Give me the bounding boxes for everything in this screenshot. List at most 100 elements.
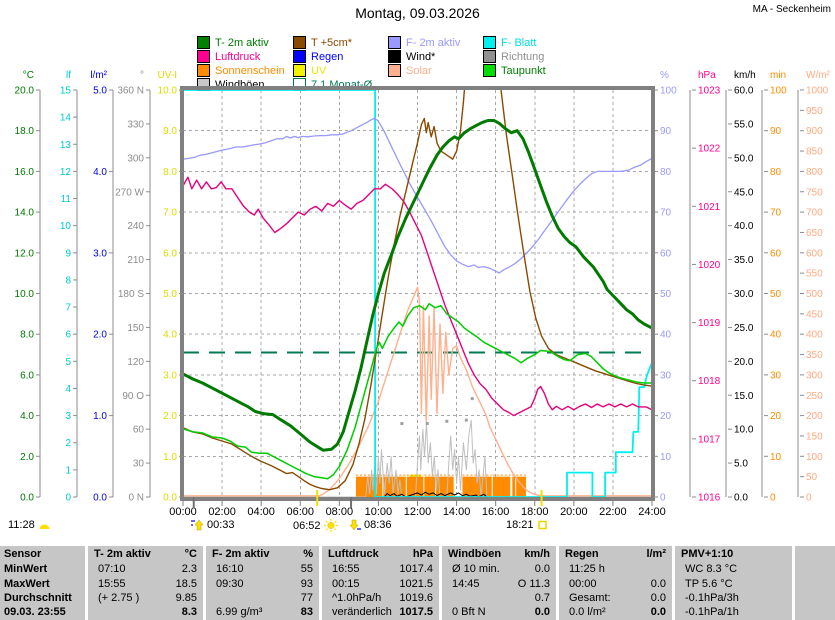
sunshine-bar [436,476,454,497]
svg-text:50: 50 [660,289,672,300]
legend-label: F- Blatt [501,36,537,49]
table-cell-value: 2.3 [181,563,197,575]
table-cell-info: 16:10 [216,563,244,575]
svg-text:10: 10 [770,452,782,463]
svg-text:0: 0 [806,493,812,504]
time-axis: 00:00 02:00 04:00 06:00 08:00 10:00 12:00 14:00… [169,490,666,518]
svg-text:7.0: 7.0 [163,208,177,219]
svg-text:°C: °C [23,70,34,81]
axis-: 0 10 20 30 40 50 60 70 80 90 100% [654,70,677,504]
svg-text:km/h: km/h [734,70,756,81]
table-cell-value: 0.0 [534,606,550,618]
sunset-icon [537,520,547,530]
svg-text:80: 80 [770,167,782,178]
sunshine-bar [516,476,526,497]
series-solar [182,286,653,497]
svg-text:0.0: 0.0 [163,493,177,504]
svg-text:16.0: 16.0 [15,167,35,178]
moonrise-icon [191,519,204,531]
svg-text:9: 9 [65,248,71,259]
table-cell-info: Ø 10 min. [452,563,500,575]
svg-text:30: 30 [770,370,782,381]
svg-text:1022: 1022 [698,144,721,155]
moonrise-time: 00:33 [191,519,235,531]
svg-text:90: 90 [770,126,782,137]
sunshine-bar [492,476,511,497]
table-group-luftdruck: Luftdruck hPa 16:55 1017.4 00:15 1021.5 ^1.0hP… [322,546,439,620]
legend-label: Luftdruck [215,50,261,63]
legend-item-f-blatt: F- Blatt [483,36,536,49]
svg-text:14.0: 14.0 [15,208,35,219]
svg-text:60: 60 [770,248,782,259]
direction-dot [470,397,474,401]
sunshine-bar [424,476,436,497]
svg-text:5: 5 [65,357,71,368]
sunrise-time: 06:52 [293,519,338,532]
table-group-name: Windböen [448,548,502,560]
axis-hPa: 1016 1017 1018 1019 1020 1021 1022 1023 hPa [689,70,721,504]
sunshine-bar [512,476,516,497]
series-taupunkt [182,302,653,480]
svg-text:800: 800 [806,167,823,178]
svg-text:80: 80 [660,167,672,178]
table-cell-value: 0.0 [534,563,550,575]
sun-icon [323,519,338,532]
table-cell-value: 1017.5 [399,606,433,618]
table-cell-value: 0.0 [650,606,666,618]
svg-text:1.0: 1.0 [93,411,107,422]
table-cell-info: TP 5.6 °C [685,578,733,590]
table-cell-value: 0.0 [650,592,666,604]
legend-swatch [197,36,210,49]
table-cell-value: 1019.6 [399,592,433,604]
svg-text:300: 300 [127,153,144,164]
table-cell-info: 15:55 [98,578,126,590]
svg-text:500: 500 [806,289,823,300]
svg-text:°: ° [140,70,144,81]
svg-text:350: 350 [806,350,823,361]
svg-text:1018: 1018 [698,376,721,387]
legend-label: T- 2m aktiv [215,36,269,49]
table-row-labels: Sensor MinWert MaxWert Durchschnitt 09.03. 2… [0,546,85,620]
table-row-label: Durchschnitt [4,592,72,604]
svg-text:20.0: 20.0 [734,357,754,368]
svg-text:300: 300 [806,370,823,381]
legend-swatch [483,36,496,49]
svg-text:14:00: 14:00 [443,506,471,518]
svg-text:1019: 1019 [698,318,721,329]
legend-swatch [388,36,401,49]
table-cell-info: ^1.0hPa/h [332,592,382,604]
table-cell-value: 8.3 [181,606,197,618]
svg-text:12: 12 [60,167,72,178]
svg-text:90 O: 90 O [122,391,144,402]
moonset-icon [349,519,361,531]
table-cell-info: 6.99 g/m³ [216,606,263,618]
svg-text:5.0: 5.0 [93,86,107,97]
svg-text:4: 4 [65,384,71,395]
legend-swatch [197,64,210,77]
svg-text:100: 100 [770,86,787,97]
svg-text:20.0: 20.0 [15,86,35,97]
legend-item-t-5cm-: T +5cm* [293,36,352,49]
legend-label: F- 2m aktiv [406,36,461,49]
svg-text:5.0: 5.0 [734,459,748,470]
table-group-name: PMV+1:10 [681,548,734,560]
direction-dot [445,419,449,423]
svg-text:240: 240 [127,221,144,232]
svg-text:15.0: 15.0 [734,391,754,402]
table-group-unit: % [303,548,313,560]
moonset-label: 08:36 [364,519,392,531]
legend-item-regen: Regen [293,50,343,63]
table-group-regen: Regen l/m² 11:25 h 00:00 0.0 Gesamt: 0.0 0.0 l/… [559,546,672,620]
svg-text:20: 20 [660,411,672,422]
svg-text:0: 0 [770,493,776,504]
svg-text:30: 30 [660,370,672,381]
svg-text:4.0: 4.0 [93,167,107,178]
svg-text:35.0: 35.0 [734,255,754,266]
svg-text:24:00: 24:00 [638,506,666,518]
svg-text:2.0: 2.0 [163,411,177,422]
svg-text:120: 120 [127,357,144,368]
legend-label: Wind* [406,50,436,63]
legend-label: UV [311,64,327,77]
table-cell-info: Gesamt: [569,592,611,604]
